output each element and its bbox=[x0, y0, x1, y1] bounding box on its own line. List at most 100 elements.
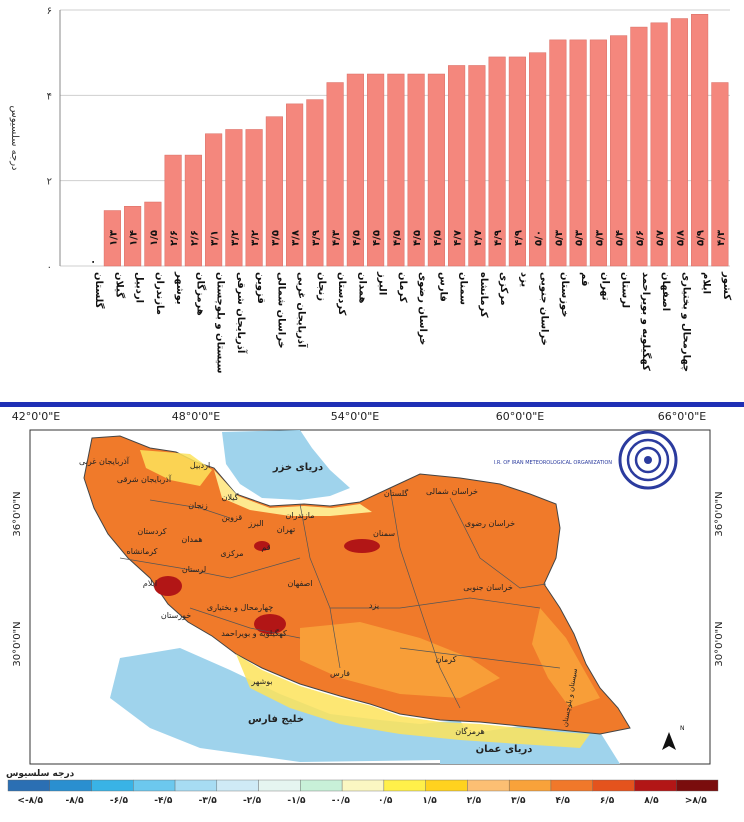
province-label: البرز bbox=[247, 519, 263, 528]
bar bbox=[589, 39, 607, 267]
x-tick-labels: گلستان گیلان اردبیل مازندران بوشهر هرمزگان سیس… bbox=[93, 271, 732, 374]
data-label: ۲/۶ bbox=[169, 230, 180, 246]
data-label: ۳/۵ bbox=[270, 230, 281, 246]
province-label: گیلان bbox=[222, 492, 239, 502]
legend-label: ۸/۵ bbox=[644, 796, 659, 806]
meteorological-organization-logo: I.R. OF IRAN METEOROLOGICAL ORGANIZATION bbox=[494, 430, 678, 490]
x-tick-label: خوزستان bbox=[559, 272, 570, 317]
bar bbox=[711, 82, 729, 267]
warm-zone-south-coast bbox=[236, 654, 590, 748]
data-label: ۴/۹ bbox=[493, 230, 504, 246]
data-label: ۱/۵ bbox=[149, 230, 160, 246]
province-label: زنجان bbox=[188, 501, 208, 510]
water-label-oman: دریای عمان bbox=[476, 744, 533, 755]
province-label: سمنان bbox=[373, 529, 395, 538]
data-label: ۵/۳ bbox=[554, 230, 565, 246]
legend-label: <-۸/۵ bbox=[17, 796, 43, 806]
y-tick-labels: ۰ ۲ ۴ ۶ bbox=[47, 6, 52, 273]
legend-swatch bbox=[7, 779, 50, 792]
x-tick-label: زنجان bbox=[316, 272, 327, 301]
legend-swatch bbox=[216, 779, 259, 792]
legend-swatch bbox=[300, 779, 343, 792]
province-borders bbox=[119, 487, 561, 709]
legend-label: -۳/۵ bbox=[199, 796, 218, 806]
mild-zone-central bbox=[300, 622, 500, 698]
province-label: مرکزی bbox=[220, 549, 243, 558]
warm-zone-caspian-coast bbox=[214, 470, 372, 516]
x-tick-label: همدان bbox=[356, 272, 367, 303]
bar bbox=[387, 73, 405, 267]
bar bbox=[103, 210, 121, 267]
legend-swatch bbox=[550, 779, 593, 792]
bar bbox=[468, 65, 486, 267]
x-tick-label: قزوین bbox=[255, 272, 266, 304]
bar bbox=[164, 154, 182, 267]
province-label: کرمان bbox=[436, 655, 457, 664]
province-label: قم bbox=[261, 543, 270, 552]
lat-label-36-right: 36°0'0"N bbox=[714, 491, 725, 536]
temperature-anomaly-map: 42°0'0"E 48°0'0"E 54°0'0"E 60°0'0"E 66°0… bbox=[0, 408, 744, 818]
legend-label: ۱/۵ bbox=[422, 796, 437, 806]
data-label: ۵/۶ bbox=[635, 230, 646, 246]
legend-swatch bbox=[174, 779, 218, 792]
bar bbox=[245, 129, 263, 267]
province-label: قزوین bbox=[222, 513, 243, 522]
x-tick-label: آذربایجان شرقی bbox=[235, 272, 248, 354]
bar bbox=[205, 133, 223, 267]
data-label: ۳/۲ bbox=[250, 230, 261, 246]
mild-zone-east bbox=[532, 608, 600, 708]
bar bbox=[529, 52, 547, 267]
data-label: ۴/۵ bbox=[351, 230, 362, 246]
x-tick-label: اردبیل bbox=[134, 272, 145, 303]
data-label: ۴/۵ bbox=[432, 230, 443, 246]
lon-label-66: 66°0'0"E bbox=[658, 410, 707, 423]
province-label: هرمزگان bbox=[455, 726, 484, 736]
bar bbox=[407, 73, 425, 267]
x-tick-label: سیستان و بلوچستان bbox=[215, 272, 226, 374]
legend-swatch bbox=[383, 779, 426, 792]
province-label: خوزستان bbox=[161, 611, 191, 620]
legend-swatch bbox=[467, 779, 510, 792]
bar bbox=[265, 116, 283, 267]
bar bbox=[549, 39, 567, 267]
province-label: مازندران bbox=[286, 511, 315, 520]
bar bbox=[427, 73, 445, 267]
legend-label: ۲/۵ bbox=[467, 796, 482, 806]
legend-swatch bbox=[258, 779, 301, 792]
legend-swatch bbox=[91, 779, 134, 792]
bar bbox=[306, 99, 324, 267]
legend-swatch bbox=[133, 779, 176, 792]
x-tick-label: یزد bbox=[518, 272, 529, 287]
data-label: ۳/۲ bbox=[230, 230, 241, 246]
province-labels: آذربایجان غربی آذربایجان شرقی اردبیل گیل… bbox=[79, 456, 579, 736]
legend-label: -۲/۵ bbox=[243, 796, 262, 806]
warm-zone-north bbox=[140, 450, 212, 486]
legend-swatches bbox=[7, 779, 719, 792]
data-label: ۳/۱ bbox=[210, 230, 221, 246]
lat-label-30-right: 30°0'0"N bbox=[714, 621, 725, 666]
x-tick-label: کشور bbox=[721, 271, 732, 300]
x-tick-label: مرکزی bbox=[498, 272, 509, 306]
province-label: اصفهان bbox=[287, 579, 312, 588]
x-tick-label: خراسان جنوبی bbox=[539, 272, 550, 346]
bar bbox=[448, 65, 466, 267]
province-label: خراسان رضوی bbox=[465, 519, 515, 528]
bar bbox=[630, 26, 648, 267]
data-label: ۰ bbox=[88, 259, 99, 265]
data-label: ۵/۹ bbox=[696, 230, 707, 246]
bar bbox=[691, 14, 709, 267]
province-label: چهارمحال و بختیاری bbox=[207, 603, 273, 612]
bar bbox=[569, 39, 587, 267]
province-label: ایلام bbox=[143, 579, 157, 588]
bar bbox=[326, 82, 344, 267]
legend-label: -۴/۵ bbox=[154, 796, 173, 806]
legend-swatch bbox=[592, 779, 635, 792]
x-tick-label: فارس bbox=[437, 272, 448, 302]
legend-label: -۶/۵ bbox=[110, 796, 129, 806]
data-label: ۵/۴ bbox=[615, 230, 626, 246]
data-label: ۵/۷ bbox=[655, 230, 666, 246]
bar bbox=[144, 201, 162, 267]
data-label: ۴/۷ bbox=[473, 230, 484, 246]
bar bbox=[670, 18, 688, 267]
x-tick-label: آذربایجان غربی bbox=[296, 272, 309, 348]
